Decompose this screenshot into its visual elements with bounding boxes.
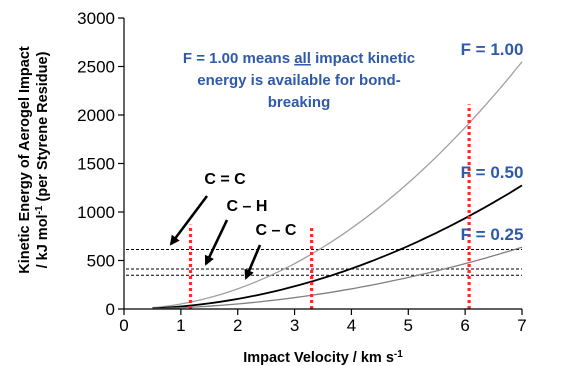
energy-curves	[152, 61, 523, 310]
svg-text:F = 1.00 means all impact kine: F = 1.00 means all impact kinetic	[183, 50, 415, 67]
x-tick-label: 3	[290, 316, 299, 335]
series-line	[152, 184, 523, 310]
series-line	[152, 246, 523, 310]
bond-label-cc-double: C = C	[169, 171, 246, 246]
series-line	[152, 61, 523, 309]
annotation-emphasis: all	[294, 50, 311, 67]
y-tick-label: 3000	[77, 9, 115, 28]
bond-energy-lines	[126, 248, 522, 276]
bond-label-cc-single: C – C	[244, 222, 297, 280]
series-label-f050: F = 0.50	[461, 163, 524, 182]
svg-text:energy is available for bond-: energy is available for bond-	[197, 72, 400, 89]
svg-text:breaking: breaking	[268, 94, 331, 111]
y-tick-label: 500	[87, 252, 115, 271]
y-tick-label: 0	[106, 300, 115, 319]
series-label-f100: F = 1.00	[461, 40, 524, 59]
series-label-f025: F = 0.25	[461, 225, 524, 244]
annotation-note: F = 1.00 means all impact kinetic energy…	[183, 50, 415, 111]
x-tick-label: 5	[404, 316, 413, 335]
x-tick-label: 0	[119, 316, 128, 335]
bond-label-ch: C – H	[204, 198, 268, 266]
y-tick-label: 2500	[77, 58, 115, 77]
arrow-ch	[204, 219, 229, 266]
y-axis-ticks: 0 500 1000 1500 2000 2500 3000	[77, 9, 124, 319]
x-axis-ticks: 0 1 2 3 4 5 6 7	[119, 309, 527, 335]
arrow-cc-double	[169, 195, 209, 246]
arrow-cc-single	[244, 244, 262, 280]
y-tick-label: 2000	[77, 106, 115, 125]
svg-text:C = C: C = C	[204, 171, 246, 188]
y-axis-title: Kinetic Energy of Aerogel Impact	[17, 46, 33, 274]
svg-text:C – C: C – C	[256, 222, 297, 239]
x-tick-label: 7	[517, 316, 526, 335]
x-tick-label: 6	[460, 316, 469, 335]
y-axis-title-line-2: / kJ mol-1 (per Styrene Residue)	[34, 51, 51, 268]
svg-text:C – H: C – H	[227, 198, 268, 215]
threshold-velocity-lines	[188, 104, 471, 309]
y-tick-label: 1500	[77, 155, 115, 174]
x-tick-label: 1	[176, 316, 185, 335]
x-tick-label: 4	[347, 316, 356, 335]
x-tick-label: 2	[233, 316, 242, 335]
x-axis-title: Impact Velocity / km s-1	[243, 349, 403, 366]
y-tick-label: 1000	[77, 203, 115, 222]
